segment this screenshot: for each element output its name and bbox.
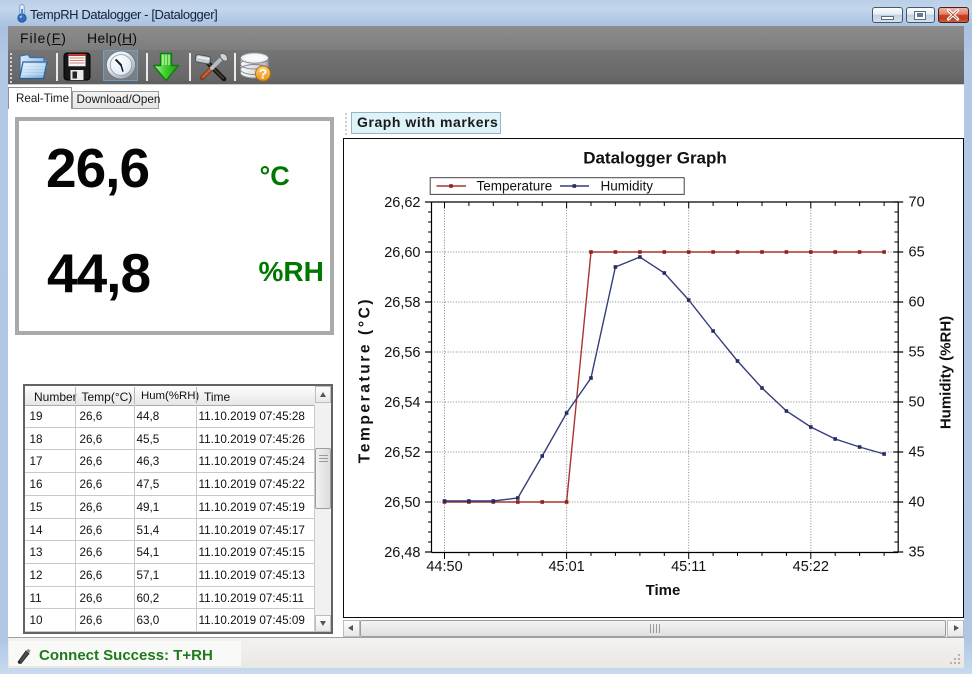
svg-text:50: 50 xyxy=(909,395,925,411)
svg-text:Humidity (%RH): Humidity (%RH) xyxy=(938,316,955,429)
svg-text:40: 40 xyxy=(909,495,925,511)
svg-text:55: 55 xyxy=(909,345,925,361)
svg-text:26,60: 26,60 xyxy=(384,245,420,261)
svg-text:26,50: 26,50 xyxy=(384,495,420,511)
svg-text:70: 70 xyxy=(909,195,925,211)
svg-text:?: ? xyxy=(259,66,268,82)
svg-text:26,58: 26,58 xyxy=(384,295,420,311)
svg-text:35: 35 xyxy=(909,545,925,561)
svg-text:44:50: 44:50 xyxy=(426,559,462,575)
svg-text:Datalogger Graph: Datalogger Graph xyxy=(583,149,727,168)
svg-text:26,48: 26,48 xyxy=(384,545,420,561)
svg-text:45:01: 45:01 xyxy=(548,559,584,575)
svg-text:Time: Time xyxy=(646,582,681,599)
svg-text:45:22: 45:22 xyxy=(793,559,829,575)
svg-text:Humidity: Humidity xyxy=(601,179,654,194)
svg-text:45:11: 45:11 xyxy=(671,559,706,575)
svg-text:26,52: 26,52 xyxy=(384,445,420,461)
svg-text:26,54: 26,54 xyxy=(384,395,420,411)
svg-text:26,56: 26,56 xyxy=(384,345,420,361)
svg-text:65: 65 xyxy=(909,245,925,261)
svg-text:Temperature: Temperature xyxy=(477,179,553,194)
svg-text:26,62: 26,62 xyxy=(384,195,420,211)
svg-text:60: 60 xyxy=(909,295,925,311)
svg-text:45: 45 xyxy=(909,445,925,461)
svg-text:Temperature (°C): Temperature (°C) xyxy=(357,297,374,463)
